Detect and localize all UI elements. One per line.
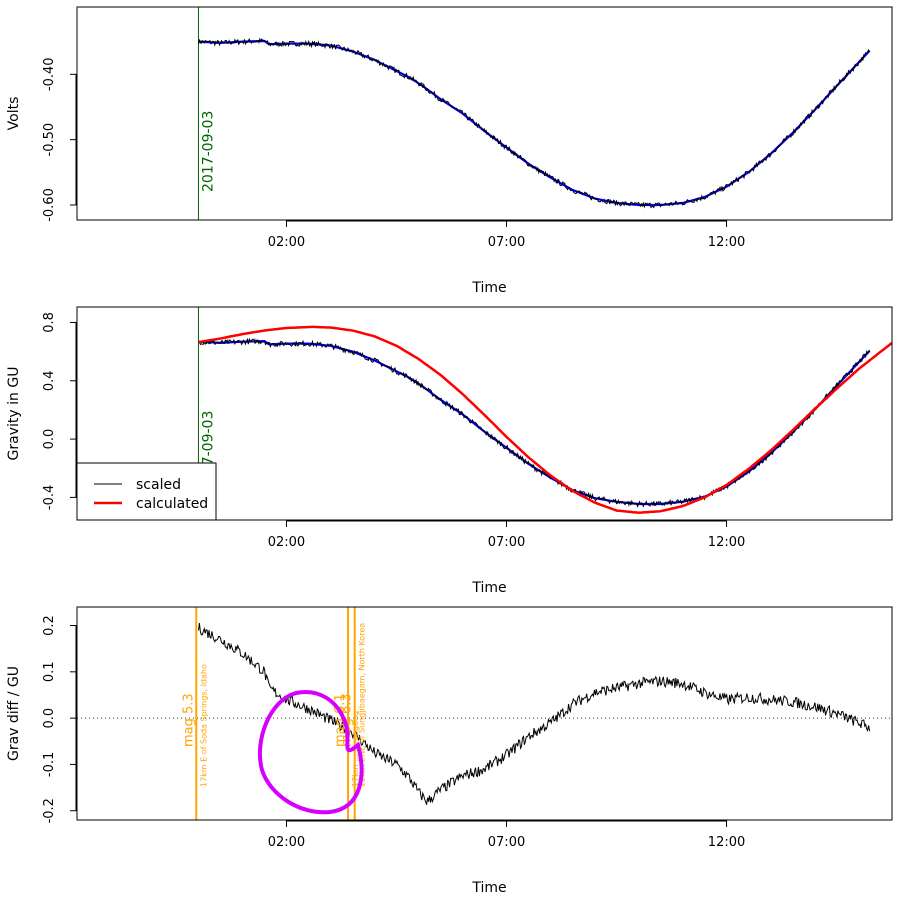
- series-line-calculated: [198, 325, 892, 514]
- plot-area: mag 5.3 17km E of Soda Springs, Idaho mag …: [77, 607, 892, 820]
- event-mag-label: mag 6.3: [340, 693, 355, 747]
- legend-label: calculated: [136, 496, 208, 512]
- x-tick-label: 02:00: [268, 235, 305, 250]
- x-tick-label: 12:00: [708, 535, 745, 550]
- plot-area: 2017-09-03: [197, 307, 892, 520]
- y-tick-label: -0.2: [42, 798, 57, 823]
- series-line-data: [198, 623, 871, 805]
- y-tick-label: -0.50: [42, 123, 57, 157]
- y-tick-label: -0.60: [42, 188, 57, 222]
- event-place-label: 22km ENE of Sungjibaegam, North Korea: [358, 623, 367, 787]
- y-tick-label: -0.4: [42, 485, 57, 510]
- series-line-data: [198, 37, 871, 209]
- x-axis-label: Time: [471, 580, 506, 596]
- series-line-scaled: [198, 337, 871, 508]
- y-tick-label: 0.2: [42, 615, 57, 636]
- y-tick-label: 0.0: [42, 429, 57, 450]
- y-tick-label: -0.40: [42, 57, 57, 91]
- date-marker-label: 2017-09-03: [200, 111, 216, 192]
- plot-frame: [76, 306, 893, 521]
- x-tick-label: 07:00: [488, 535, 525, 550]
- y-tick-label: 0.0: [42, 708, 57, 729]
- panel-3: mag 5.3 17km E of Soda Springs, Idaho mag …: [6, 606, 893, 896]
- legend-box: [76, 462, 217, 521]
- panel-2: 2017-09-03 02:00 07:00 12:00 Time 0.8 0.4 0.0 -0…: [6, 306, 893, 596]
- plot-frame: [76, 606, 893, 821]
- y-axis-label: Grav diff / GU: [6, 666, 22, 761]
- x-tick-label: 07:00: [488, 235, 525, 250]
- x-tick-label: 07:00: [488, 835, 525, 850]
- plot-frame: [76, 6, 893, 221]
- plot-area: 2017-09-03: [197, 7, 871, 220]
- y-tick-label: -0.1: [42, 752, 57, 777]
- panel-1: 2017-09-03 02:00 07:00 12:00 Time -0.40 -0.50 -…: [6, 6, 893, 296]
- legend-label: scaled: [136, 477, 181, 493]
- event-place-label: 17km E of Soda Springs, Idaho: [199, 664, 208, 787]
- y-tick-label: 0.4: [42, 370, 57, 391]
- y-tick-label: 0.8: [42, 312, 57, 333]
- series-fit-line: [198, 339, 871, 506]
- x-axis-label: Time: [471, 880, 506, 896]
- x-tick-label: 02:00: [268, 835, 305, 850]
- y-axis-label: Gravity in GU: [6, 367, 22, 461]
- x-tick-label: 12:00: [708, 835, 745, 850]
- legend: scaled calculated: [76, 462, 217, 521]
- event-mag-label: mag 5.3: [181, 693, 196, 747]
- annotation-circle: [257, 690, 364, 815]
- x-tick-label: 02:00: [268, 535, 305, 550]
- series-fit-line: [198, 39, 871, 207]
- x-axis-label: Time: [471, 280, 506, 296]
- x-tick-label: 12:00: [708, 235, 745, 250]
- y-axis-label: Volts: [6, 97, 22, 131]
- y-tick-label: 0.1: [42, 661, 57, 682]
